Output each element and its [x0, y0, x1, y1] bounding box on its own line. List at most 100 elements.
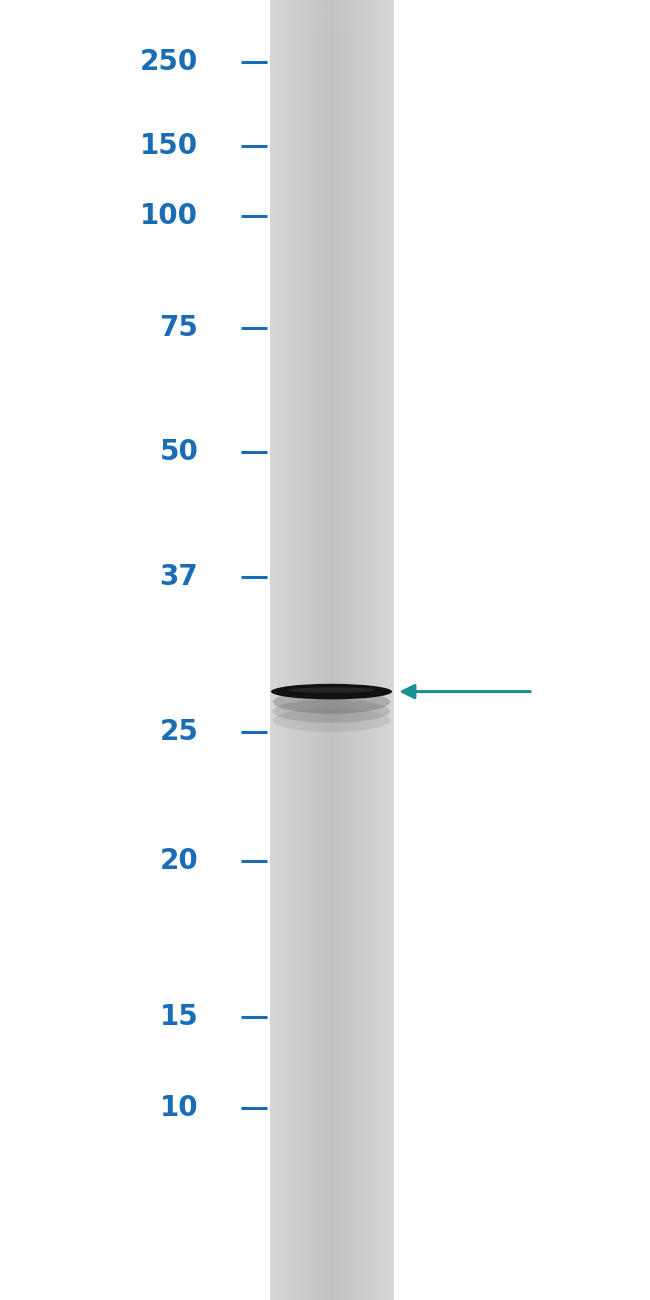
Bar [270, 1217, 393, 1235]
Bar [270, 64, 393, 81]
Bar [345, 0, 346, 1300]
Bar [366, 0, 367, 1300]
Bar [310, 0, 311, 1300]
Text: 10: 10 [160, 1093, 198, 1122]
Bar [300, 0, 301, 1300]
Bar [270, 861, 393, 878]
Bar [330, 0, 331, 1300]
Bar [312, 0, 313, 1300]
Bar [370, 0, 371, 1300]
Bar [270, 194, 393, 211]
Bar [350, 0, 352, 1300]
Bar [321, 0, 322, 1300]
Bar [358, 0, 359, 1300]
Bar [307, 0, 308, 1300]
Bar [383, 0, 384, 1300]
Bar [270, 827, 393, 845]
Bar [304, 0, 306, 1300]
Bar [270, 259, 393, 276]
Bar [378, 0, 379, 1300]
Bar [270, 957, 393, 975]
Bar [297, 0, 298, 1300]
Bar [358, 0, 359, 1300]
Bar [321, 0, 322, 1300]
Bar [283, 0, 284, 1300]
Bar [270, 0, 272, 1300]
Bar [342, 0, 343, 1300]
Bar [384, 0, 385, 1300]
Bar [369, 0, 370, 1300]
Bar [302, 0, 304, 1300]
Bar [291, 0, 292, 1300]
Bar [385, 0, 387, 1300]
Bar [335, 0, 336, 1300]
Bar [361, 0, 362, 1300]
Bar [311, 0, 313, 1300]
Bar [384, 0, 385, 1300]
Bar [326, 0, 327, 1300]
Bar [370, 0, 372, 1300]
Bar [346, 0, 348, 1300]
Bar [328, 0, 330, 1300]
Bar [333, 0, 335, 1300]
Bar [390, 0, 391, 1300]
Bar [286, 0, 287, 1300]
Bar [288, 0, 289, 1300]
Bar [341, 0, 342, 1300]
Bar [300, 0, 302, 1300]
Bar [372, 0, 374, 1300]
Bar [270, 14, 393, 32]
Bar [381, 0, 382, 1300]
Bar [371, 0, 372, 1300]
Bar [391, 0, 392, 1300]
Bar [356, 0, 358, 1300]
Bar [303, 0, 304, 1300]
Bar [280, 0, 281, 1300]
Bar [357, 0, 358, 1300]
Bar [365, 0, 367, 1300]
Bar [368, 0, 369, 1300]
Bar [331, 0, 332, 1300]
Bar [362, 0, 363, 1300]
Bar [270, 276, 393, 292]
Bar [387, 0, 388, 1300]
Bar [385, 0, 386, 1300]
Bar [270, 0, 271, 1300]
Bar [363, 0, 365, 1300]
Bar [287, 0, 288, 1300]
Bar [325, 0, 326, 1300]
Bar [276, 0, 277, 1300]
Bar [276, 0, 277, 1300]
Bar [379, 0, 380, 1300]
Bar [333, 0, 334, 1300]
Bar [377, 0, 378, 1300]
Bar [270, 1071, 393, 1088]
Bar [322, 0, 323, 1300]
Bar [373, 0, 374, 1300]
Bar [367, 0, 369, 1300]
Bar [306, 0, 307, 1300]
Bar [364, 0, 365, 1300]
Bar [270, 616, 393, 633]
Bar [387, 0, 389, 1300]
Bar [277, 0, 278, 1300]
Bar [341, 0, 343, 1300]
Bar [337, 0, 338, 1300]
Bar [270, 291, 393, 308]
Bar [326, 0, 327, 1300]
Bar [295, 0, 296, 1300]
Bar [378, 0, 379, 1300]
Bar [391, 0, 393, 1300]
Bar [280, 0, 281, 1300]
Bar [315, 0, 316, 1300]
Bar [270, 471, 393, 488]
Bar [294, 0, 296, 1300]
Bar [292, 0, 293, 1300]
Bar [388, 0, 389, 1300]
Bar [270, 1136, 393, 1154]
Bar [270, 177, 393, 195]
Bar [270, 308, 393, 325]
Bar [298, 0, 299, 1300]
Bar [393, 0, 394, 1300]
Bar [318, 0, 320, 1300]
